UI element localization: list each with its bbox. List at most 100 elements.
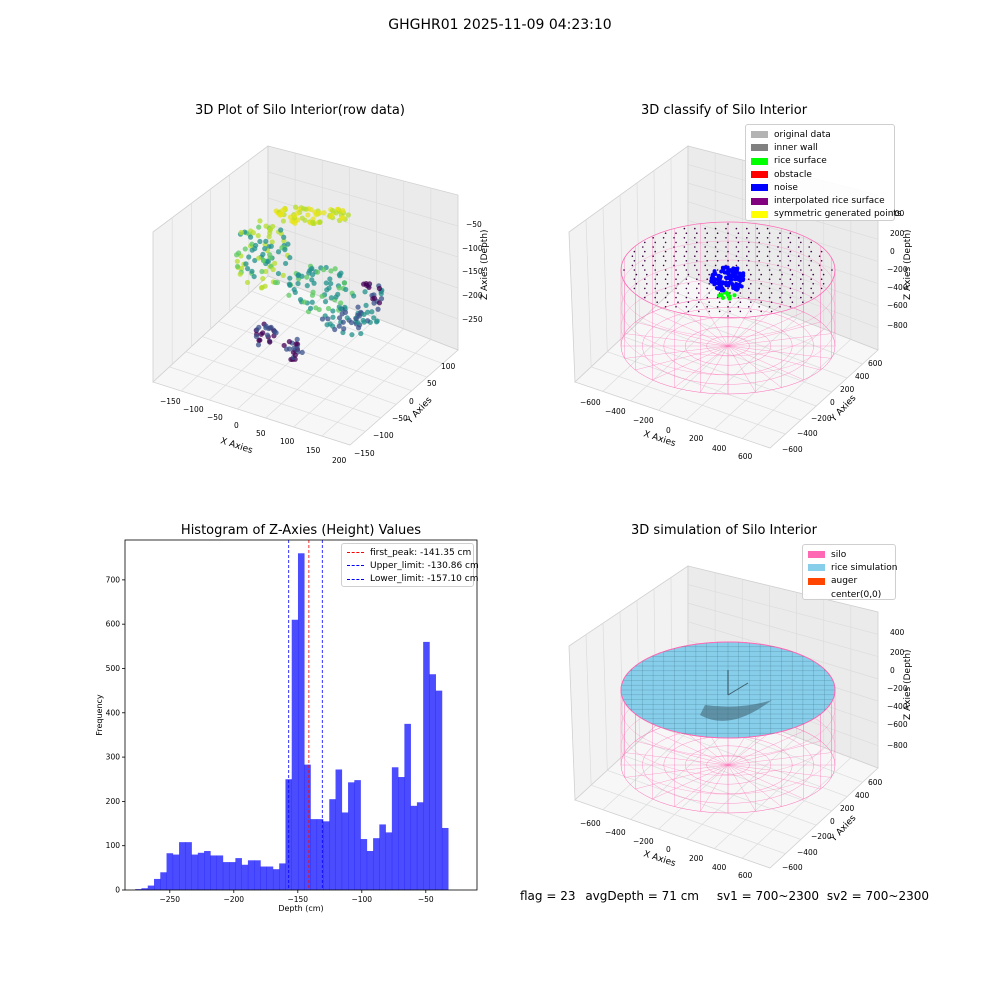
- rice-surface-point: [760, 283, 762, 285]
- rice-surface-point: [675, 232, 677, 234]
- legend-item-symmetric: symmetric generated points: [751, 208, 902, 221]
- legend-item-original-data: original data: [751, 128, 889, 141]
- rice-surface-point: [687, 310, 690, 313]
- rice-surface-point: [800, 296, 802, 299]
- legend-item-lower-limit: Lower_limit: -157.10 cm: [347, 573, 478, 586]
- histogram-x-tick-label: −150: [287, 895, 308, 904]
- noise-point: [712, 278, 717, 283]
- grid-line: [636, 182, 640, 322]
- raw-point: [313, 305, 319, 311]
- noise-point: [735, 286, 740, 291]
- raw-point: [287, 275, 293, 281]
- rice-surface-point: [654, 278, 656, 281]
- rice-surface-point: [633, 269, 636, 271]
- simulation-ztick: 400: [890, 628, 905, 637]
- rice-surface-point: [758, 269, 760, 271]
- rice-surface-point: [798, 246, 800, 248]
- rice-surface-point: [748, 306, 750, 308]
- raw-point: [321, 210, 327, 216]
- classify-ytick: −200: [811, 414, 832, 423]
- grid-line: [714, 747, 824, 849]
- raw-point: [263, 268, 269, 275]
- grid-line: [639, 321, 832, 393]
- rice-surface-point: [644, 287, 646, 290]
- rice-surface-point: [739, 301, 742, 304]
- histogram-bar: [354, 780, 361, 890]
- rice-surface-point: [683, 227, 686, 230]
- raw-point: [256, 224, 262, 230]
- rice-surface-point: [654, 260, 656, 262]
- legend-label: noise: [774, 182, 798, 193]
- rice-surface-point: [768, 306, 771, 308]
- silo-bottom-spoke: [727, 764, 832, 778]
- raw-point: [326, 285, 332, 291]
- raw-3d-plot: −150 −100 −50 0 50 100 150 200 −150 −100…: [152, 145, 490, 465]
- histogram-bar: [235, 858, 242, 890]
- legend-swatch: [751, 144, 768, 152]
- legend-item-rice-simulation: rice simulation: [808, 561, 897, 574]
- rice-surface-point: [664, 241, 667, 244]
- grid-line: [687, 238, 879, 307]
- rice-surface-point: [810, 241, 812, 244]
- rice-surface-point: [656, 283, 658, 285]
- raw-xtick: 50: [256, 429, 266, 438]
- histogram-bar: [204, 851, 211, 890]
- grid-line: [687, 201, 879, 262]
- rice-surface-point: [716, 260, 719, 262]
- rice-surface-point: [704, 255, 706, 257]
- rice-surface-point: [766, 237, 769, 239]
- raw-point: [371, 315, 377, 321]
- rice-surface-point: [696, 269, 698, 271]
- rice-surface-point: [696, 260, 698, 262]
- raw-point: [250, 230, 256, 236]
- rice-surface-point: [800, 269, 802, 271]
- histogram-vlines: [288, 540, 323, 890]
- raw-point: [244, 279, 251, 286]
- rice-surface-point: [685, 241, 688, 244]
- grid-line: [180, 286, 296, 392]
- grid-line: [267, 223, 459, 289]
- rice-surface-point: [787, 237, 790, 239]
- classify-xtick: 200: [689, 434, 704, 443]
- rice-surface-point: [770, 292, 773, 294]
- raw-point: [353, 316, 359, 322]
- legend-label: symmetric generated points: [774, 209, 902, 220]
- histogram-bar: [191, 854, 199, 890]
- rice-surface-point: [758, 232, 760, 234]
- raw-point: [260, 251, 266, 257]
- rice-surface-point: [802, 292, 804, 294]
- histogram-bar: [379, 824, 386, 890]
- grid-line: [209, 296, 323, 401]
- legend-item-inner-wall: inner wall: [751, 141, 889, 154]
- silo-bottom-spoke: [727, 345, 821, 371]
- rice-surface-green-point: [732, 293, 737, 298]
- grid-line: [321, 339, 432, 437]
- classify-ztick: −200: [887, 265, 908, 274]
- simulation-ztick: 0: [890, 666, 895, 675]
- legend-label: inner wall: [774, 142, 818, 153]
- raw-ytick: 100: [441, 362, 456, 371]
- raw-ytick: −100: [373, 431, 394, 440]
- histogram-bar: [373, 838, 380, 890]
- histogram-bar: [441, 827, 449, 890]
- simulation-plot-title: 3D simulation of Silo Interior: [631, 523, 817, 538]
- rice-surface-point: [735, 246, 738, 248]
- rice-surface-point: [756, 246, 758, 248]
- rice-surface-point: [758, 306, 760, 308]
- rice-surface-point: [706, 250, 708, 253]
- rice-surface-point: [677, 273, 679, 276]
- rice-surface-green-point: [725, 291, 730, 296]
- rice-surface-point: [694, 255, 696, 257]
- raw-point: [321, 267, 327, 273]
- raw-point: [275, 270, 282, 277]
- rice-surface-point: [714, 237, 717, 239]
- rice-surface-point: [781, 301, 783, 304]
- raw-point: [292, 289, 298, 295]
- rice-surface-point: [812, 273, 814, 276]
- histogram-bar: [272, 869, 280, 890]
- rice-surface-point: [706, 296, 708, 299]
- raw-point: [269, 239, 275, 245]
- raw-point: [355, 304, 361, 310]
- raw-point: [336, 285, 342, 291]
- noise-point: [715, 281, 720, 286]
